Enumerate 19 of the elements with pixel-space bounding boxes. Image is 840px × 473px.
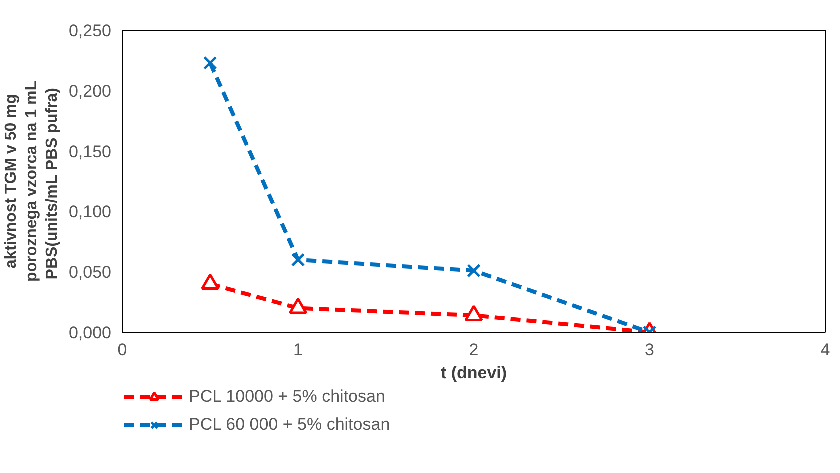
x-tick-label: 0	[118, 340, 128, 360]
x-tick-label: 1	[294, 340, 303, 360]
point	[203, 56, 218, 70]
point	[464, 305, 484, 322]
y-axis-title: aktivnost TGM v 50 mg poroznega vzorca na 1 mL PBS(units/mL PBS pufra)	[3, 80, 61, 282]
point	[201, 274, 220, 290]
x-tick-label: 2	[469, 340, 479, 360]
y-tick-label: 0,000	[68, 324, 112, 342]
y-tick-label: 0,100	[68, 202, 112, 222]
legend-label: PCL 60 000 + 5% chitosan	[189, 415, 390, 435]
x-tick-label: 3	[645, 340, 654, 360]
x-axis-title: t (dnevi)	[440, 364, 508, 382]
y-tick-label: 0,200	[68, 82, 112, 101]
x-tick-label: 4	[820, 340, 830, 360]
legend-label: PCL 10000 + 5% chitosan	[189, 387, 386, 407]
y-tick-label: 0,050	[68, 263, 112, 282]
point	[289, 298, 308, 314]
y-tick-label: 0,150	[68, 142, 112, 162]
y-tick-label: 0,250	[68, 22, 112, 40]
